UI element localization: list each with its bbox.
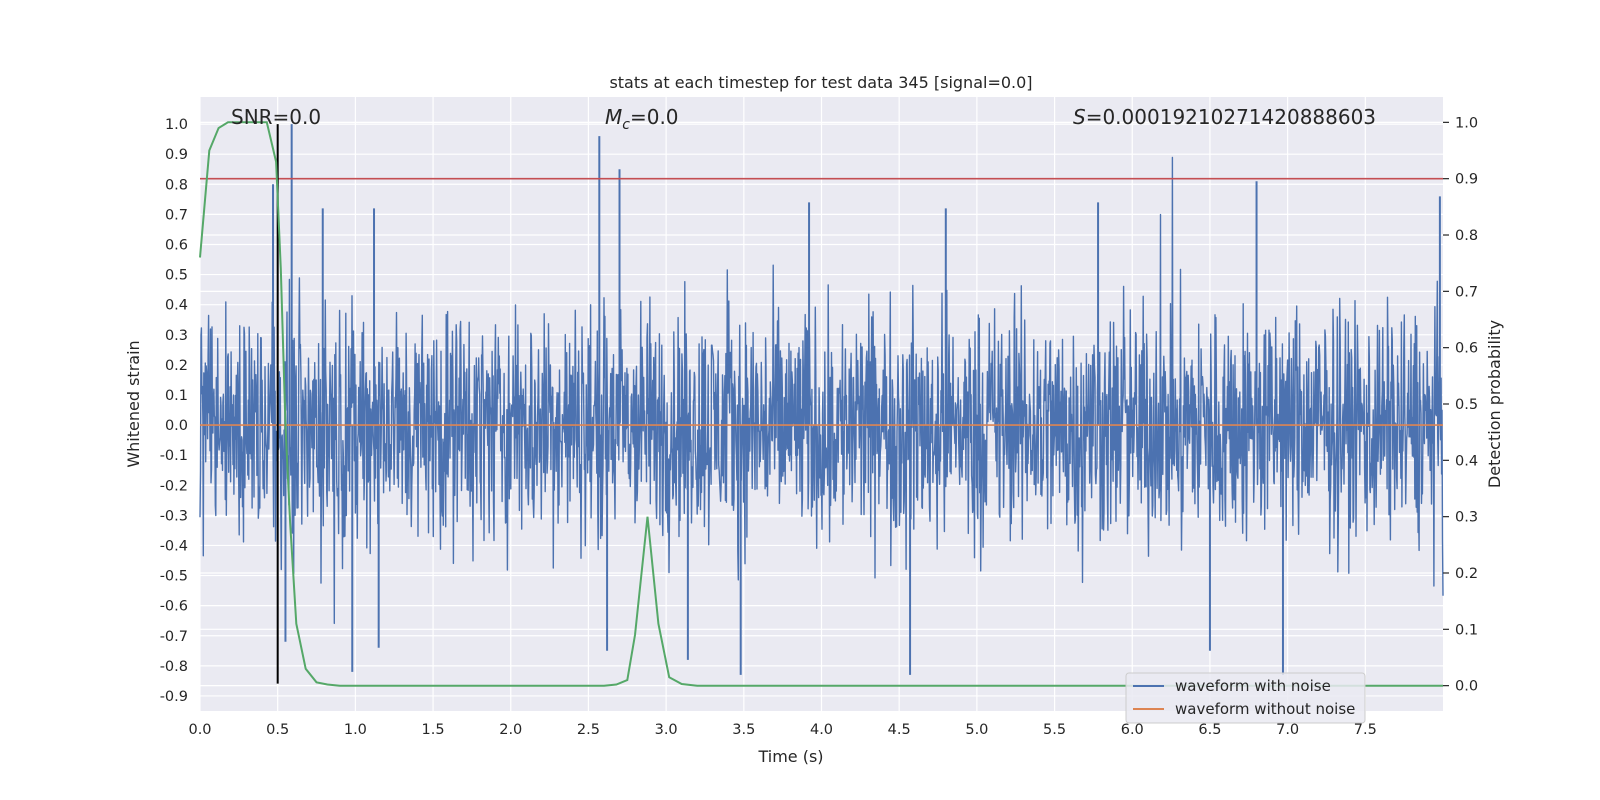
y-tick-label: 0.6: [165, 237, 188, 253]
y-tick-label: -0.8: [160, 659, 188, 675]
x-tick-label: 6.0: [1121, 722, 1144, 738]
y-right-tick-label: 0.4: [1455, 453, 1478, 469]
y-right-tick-label: 0.5: [1455, 397, 1478, 413]
x-axis-label: Time (s): [757, 747, 823, 766]
statistic-symbol: S: [1073, 105, 1086, 129]
y-tick-label: -0.5: [160, 569, 188, 585]
y-tick-label: -0.2: [160, 478, 188, 494]
x-tick-label: 1.5: [422, 722, 445, 738]
x-tick-label: 0.0: [188, 722, 211, 738]
legend-box: [1125, 672, 1366, 724]
y-right-tick-label: 0.6: [1455, 341, 1478, 357]
chart-title: stats at each timestep for test data 345…: [609, 73, 1032, 92]
x-tick-label: 0.5: [266, 722, 289, 738]
y-tick-label: -0.6: [160, 599, 188, 615]
statistic-value: =0.00019210271420888603: [1086, 105, 1376, 129]
y-axis-right-label: Detection probability: [1485, 320, 1504, 488]
y-right-tick-label: 1.0: [1455, 115, 1478, 131]
y-tick-label: 0.7: [165, 207, 188, 223]
x-tick-label: 5.0: [965, 722, 988, 738]
x-tick-label: 4.5: [888, 722, 911, 738]
x-tick-label: 5.5: [1043, 722, 1066, 738]
y-axis-label: Whitened strain: [124, 340, 143, 467]
statistic-annotation: S=0.00019210271420888603: [1073, 105, 1376, 129]
y-tick-label: 0.1: [165, 388, 188, 404]
x-tick-label: 1.0: [344, 722, 367, 738]
legend-label-clean: waveform without noise: [1175, 700, 1355, 718]
x-tick-label: 3.5: [732, 722, 755, 738]
waveform-with-noise-series: [199, 124, 1444, 675]
x-tick-label: 3.0: [655, 722, 678, 738]
y-tick-label: 1.0: [165, 117, 188, 133]
y-right-tick-label: 0.8: [1455, 228, 1478, 244]
y-tick-label: -0.3: [160, 508, 188, 524]
y-tick-label: -0.4: [160, 538, 188, 554]
x-tick-label: 2.0: [499, 722, 522, 738]
y-tick-label: 0.4: [165, 298, 188, 314]
y-tick-label: 0.5: [165, 268, 188, 284]
waveform-with-noise-line: [199, 156, 1444, 625]
y-tick-label: -0.9: [160, 689, 188, 705]
chirp-mass-subscript: c: [622, 117, 630, 133]
chirp-mass-symbol: M: [605, 105, 622, 129]
y-tick-label: 0.8: [165, 177, 188, 193]
legend: waveform with noise waveform without noi…: [1125, 672, 1366, 724]
snr-annotation: SNR=0.0: [231, 105, 321, 129]
y-tick-label: -0.7: [160, 629, 188, 645]
y-tick-label: 0.9: [165, 147, 188, 163]
axis-ticks: 0.0 0.5 1.0 1.5 2.0 2.5 3.0 3.5 4.0 4.5 5.0 5.5 6.0 6…: [160, 115, 1478, 738]
y-right-tick-label: 0.0: [1455, 679, 1478, 695]
y-tick-label: 0.3: [165, 328, 188, 344]
y-tick-label: 0.2: [165, 358, 188, 374]
y-right-tick-label: 0.7: [1455, 284, 1478, 300]
detection-probability-line: [199, 121, 1443, 687]
y-right-tick-label: 0.3: [1455, 510, 1478, 526]
x-tick-label: 7.5: [1354, 722, 1377, 738]
legend-label-noise: waveform with noise: [1175, 677, 1331, 695]
y-tick-label: 0.0: [165, 418, 188, 434]
y-right-tick-label: 0.9: [1455, 172, 1478, 188]
chirp-mass-annotation: Mc=0.0: [605, 105, 679, 133]
y-right-tick-label: 0.1: [1455, 622, 1478, 638]
chirp-mass-value: =0.0: [630, 105, 679, 129]
x-tick-label: 6.5: [1198, 722, 1221, 738]
x-tick-label: 7.0: [1276, 722, 1299, 738]
x-tick-label: 2.5: [577, 722, 600, 738]
x-tick-label: 4.0: [810, 722, 833, 738]
y-tick-label: -0.1: [160, 448, 188, 464]
y-right-tick-label: 0.2: [1455, 566, 1478, 582]
